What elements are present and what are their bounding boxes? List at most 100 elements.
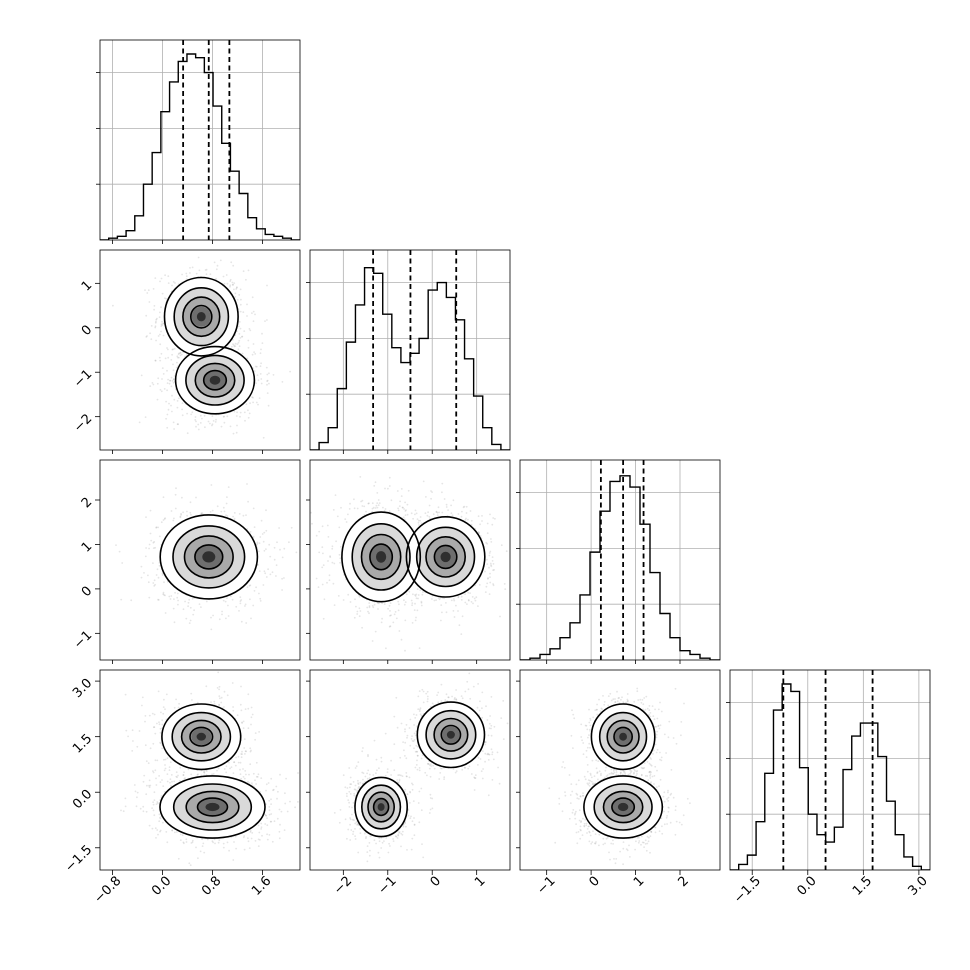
histogram-step [100, 53, 300, 240]
contour-line [174, 345, 256, 415]
panel-frame [99, 39, 301, 241]
x-tick-label: −1 [375, 874, 399, 898]
density-panel-4-1 [99, 669, 301, 871]
histogram-panel-1 [96, 39, 301, 241]
density-level-fill [617, 802, 629, 812]
y-tick-label: −1 [71, 367, 95, 391]
contour-line [425, 709, 477, 760]
contour-line [354, 776, 409, 838]
density-panel-3-2 [309, 459, 511, 661]
panel-frame [99, 249, 301, 451]
contour-line [433, 717, 469, 752]
contour-line [171, 711, 232, 762]
scatter-points [333, 672, 509, 863]
contour-line [196, 797, 229, 817]
x-tick-label: −2 [331, 874, 355, 898]
density-panel-2-1 [99, 249, 301, 451]
contour-line [180, 719, 222, 754]
contour-line [161, 703, 242, 771]
panel-frame [309, 459, 511, 661]
histogram-panel-3 [516, 459, 721, 661]
y-tick-label: 3.0 [70, 676, 95, 701]
x-tick-label: −0.8 [91, 874, 124, 907]
contour-line [415, 526, 476, 588]
x-tick-label: 0.8 [199, 874, 224, 899]
density-level-fill [619, 732, 627, 741]
x-tick-label: 0 [587, 874, 603, 890]
panel-frame [309, 249, 511, 451]
contour-line [185, 354, 245, 406]
y-tick-label: 0 [79, 322, 95, 338]
contour-line [159, 514, 259, 600]
x-tick-label: 3.0 [906, 874, 931, 899]
density-level-fill [446, 730, 455, 739]
density-level-fill [205, 802, 220, 812]
contour-line [367, 791, 396, 823]
contour-line [425, 536, 467, 578]
contour-line [189, 726, 214, 747]
density-level-fill [376, 551, 387, 563]
contour-line [173, 287, 230, 347]
density-level-fill [440, 551, 451, 563]
contour-line [183, 535, 234, 579]
panel-frame [729, 669, 931, 871]
x-tick-label: 0 [428, 874, 444, 890]
contour-line [185, 790, 240, 824]
contour-line [372, 797, 390, 817]
contour-line [182, 296, 221, 338]
contour-line [172, 525, 246, 589]
contour-line [598, 711, 648, 762]
histogram-step [520, 475, 720, 660]
contour-line [405, 516, 486, 598]
contour-line [440, 724, 462, 745]
histogram-step [310, 267, 510, 450]
contour-line [611, 797, 636, 817]
contour-line [590, 703, 656, 771]
panel-frame [519, 459, 721, 661]
scatter-points [120, 671, 299, 870]
y-tick-label: 0.0 [70, 787, 95, 812]
x-tick-label: 1.6 [249, 874, 274, 899]
contour-line [369, 543, 394, 571]
density-level-fill [196, 312, 206, 322]
density-level-fill [209, 375, 221, 385]
x-tick-label: 1.5 [850, 874, 875, 899]
contour-line [172, 783, 253, 831]
histogram-step [730, 683, 930, 870]
panel-frame [99, 459, 301, 661]
contour-line [361, 784, 402, 830]
y-tick-label: 1 [79, 278, 95, 294]
y-tick-label: 1 [79, 539, 95, 555]
contour-line [593, 783, 653, 831]
contour-line [194, 544, 224, 570]
y-tick-label: −1 [71, 628, 95, 652]
x-tick-label: 1 [472, 874, 488, 890]
contour-line [433, 544, 458, 570]
contour-line [190, 304, 213, 329]
panel-frame [519, 669, 721, 871]
contour-line [602, 790, 644, 824]
x-tick-label: −1 [534, 874, 558, 898]
density-panel-3-1 [99, 459, 301, 661]
contour-line [360, 533, 402, 581]
contour-line [159, 775, 266, 839]
contour-line [583, 775, 664, 839]
contour-line [341, 511, 422, 603]
contour-line [202, 369, 228, 391]
contour-line [606, 719, 640, 754]
contour-line [416, 701, 486, 769]
y-tick-label: 2 [79, 495, 95, 511]
y-tick-label: −2 [71, 411, 95, 435]
density-panel-4-3 [519, 669, 721, 871]
y-tick-label: 0 [79, 584, 95, 600]
x-tick-label: 0.0 [794, 874, 819, 899]
contour-line [163, 276, 239, 357]
density-level-fill [377, 803, 385, 811]
density-level-fill [196, 732, 206, 741]
x-tick-label: 1 [631, 874, 647, 890]
contour-line [194, 362, 236, 398]
y-tick-label: 1.5 [70, 731, 95, 756]
x-tick-label: 0.0 [149, 874, 174, 899]
density-panel-4-2 [309, 669, 511, 871]
